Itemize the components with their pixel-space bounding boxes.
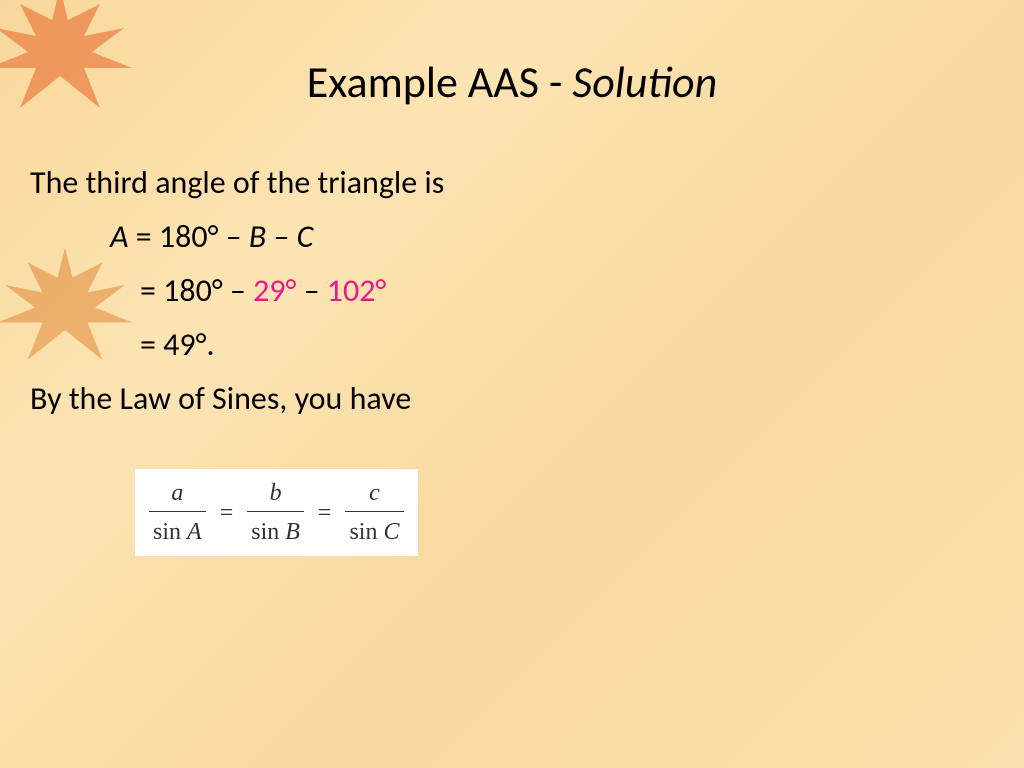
angle-29: 29° xyxy=(253,271,296,310)
intro-line: The third angle of the triangle is xyxy=(30,159,994,207)
equation-line-2: = 180° – 29° – 102° xyxy=(30,267,994,315)
law-of-sines-formula: a sin A = b sin B = c sin C xyxy=(135,469,418,556)
var-c: C xyxy=(383,519,399,545)
variable-a: A xyxy=(110,217,129,256)
variable-c: C xyxy=(297,217,314,256)
slide-title: Example AAS - Solution xyxy=(0,0,1024,109)
fraction-b: b sin B xyxy=(247,475,304,550)
numerator-b: b xyxy=(247,475,304,511)
eq-text: – xyxy=(266,217,296,256)
sin-prefix: sin xyxy=(153,519,187,545)
law-of-sines-intro: By the Law of Sines, you have xyxy=(30,375,994,423)
numerator-a: a xyxy=(149,475,206,511)
equals-sign: = xyxy=(220,500,234,526)
title-prefix: Example AAS - xyxy=(307,55,573,109)
sin-prefix: sin xyxy=(349,519,383,545)
denominator-c: sin C xyxy=(345,511,403,550)
equation-line-1: A = 180° – B – C xyxy=(30,213,994,261)
eq-text: = 180° – xyxy=(140,271,253,310)
fraction-c: c sin C xyxy=(345,475,403,550)
sin-prefix: sin xyxy=(251,519,285,545)
equals-sign: = xyxy=(318,500,332,526)
var-b: B xyxy=(285,519,300,545)
var-a: A xyxy=(187,519,202,545)
fraction-a: a sin A xyxy=(149,475,206,550)
numerator-c: c xyxy=(345,475,403,511)
equation-result: = 49°. xyxy=(30,321,994,369)
variable-b: B xyxy=(249,217,266,256)
angle-102: 102° xyxy=(327,271,387,310)
eq-text: = 180° – xyxy=(129,217,249,256)
denominator-b: sin B xyxy=(247,511,304,550)
slide-content: The third angle of the triangle is A = 1… xyxy=(0,109,1024,556)
denominator-a: sin A xyxy=(149,511,206,550)
title-solution: Solution xyxy=(572,55,717,109)
eq-text: – xyxy=(296,271,326,310)
